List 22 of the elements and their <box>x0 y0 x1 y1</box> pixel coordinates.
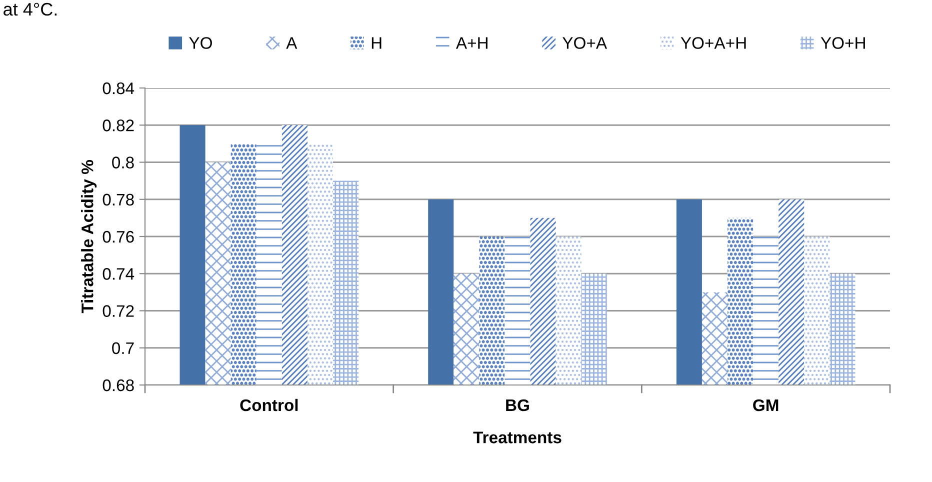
legend-label: YO+A <box>562 37 608 49</box>
legend-label: YO+A+H <box>680 37 746 49</box>
y-tick-label: 0.78 <box>102 194 134 206</box>
legend-label: A+H <box>456 37 488 49</box>
y-tick-label: 0.8 <box>112 156 134 168</box>
y-axis-title: Titratable Acidity % <box>81 160 97 314</box>
y-tick-label: 0.82 <box>102 120 134 132</box>
legend-label: A <box>286 37 298 49</box>
legend-label: YO <box>189 37 212 49</box>
y-tick-label: 0.68 <box>102 379 134 392</box>
legend-label: H <box>372 37 382 49</box>
x-tick-label: BG <box>506 399 529 412</box>
y-tick-label: 0.7 <box>112 342 134 354</box>
x-tick-label: Control <box>240 398 298 412</box>
legend-label: YO+H <box>820 37 865 49</box>
y-tick-label: 0.72 <box>102 305 134 317</box>
x-axis-title: Treatments <box>473 432 562 444</box>
x-tick-label: GM <box>753 399 778 412</box>
y-tick-label: 0.84 <box>102 82 134 94</box>
y-tick-label: 0.74 <box>102 268 134 280</box>
text: at 4°C. <box>4 2 57 16</box>
y-tick-label: 0.76 <box>102 230 134 243</box>
